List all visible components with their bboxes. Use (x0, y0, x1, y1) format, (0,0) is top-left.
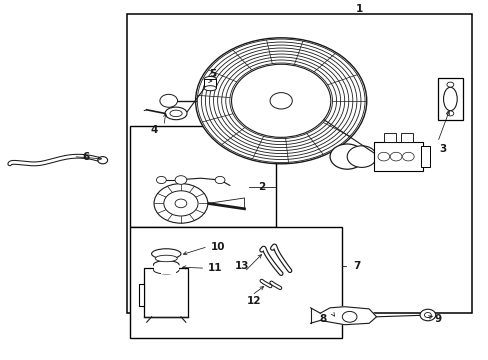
Text: 5: 5 (209, 69, 216, 79)
Text: 2: 2 (258, 182, 264, 192)
Bar (129, 227, 342, 338)
Circle shape (154, 184, 207, 223)
Ellipse shape (155, 255, 177, 262)
Text: 12: 12 (246, 296, 261, 306)
Ellipse shape (169, 110, 182, 117)
Text: 9: 9 (433, 314, 440, 324)
Bar (204, 79, 216, 88)
Text: 13: 13 (234, 261, 249, 271)
Circle shape (215, 176, 224, 184)
Ellipse shape (151, 249, 181, 259)
Bar (129, 126, 276, 227)
Bar (437, 78, 462, 120)
Circle shape (160, 94, 177, 107)
Circle shape (446, 82, 453, 87)
Circle shape (419, 309, 435, 321)
Text: 11: 11 (207, 263, 222, 273)
Text: 1: 1 (355, 4, 362, 14)
Text: 7: 7 (352, 261, 360, 271)
Text: 4: 4 (150, 125, 158, 135)
Ellipse shape (204, 86, 216, 91)
Circle shape (195, 38, 366, 164)
Circle shape (163, 191, 198, 216)
Text: 8: 8 (319, 314, 325, 324)
Bar (127, 14, 471, 313)
Circle shape (98, 157, 107, 164)
Text: 10: 10 (210, 242, 224, 252)
Ellipse shape (153, 261, 179, 269)
Text: 3: 3 (438, 144, 445, 154)
Ellipse shape (164, 107, 186, 120)
Circle shape (175, 176, 186, 184)
Circle shape (389, 152, 401, 161)
Bar (144, 268, 188, 317)
Circle shape (402, 152, 413, 161)
Circle shape (342, 311, 356, 322)
Text: 6: 6 (82, 152, 89, 162)
Bar (153, 265, 179, 270)
Polygon shape (320, 307, 376, 325)
Bar (139, 284, 144, 306)
Bar (161, 264, 176, 274)
Circle shape (377, 152, 389, 161)
Bar (400, 133, 412, 142)
Circle shape (329, 144, 364, 169)
Bar (373, 142, 422, 171)
Circle shape (424, 312, 430, 318)
Ellipse shape (204, 77, 216, 82)
Ellipse shape (443, 87, 456, 111)
Bar (383, 133, 395, 142)
Circle shape (156, 176, 166, 184)
Circle shape (269, 93, 292, 109)
Circle shape (231, 64, 330, 138)
Circle shape (446, 111, 453, 116)
Circle shape (175, 199, 186, 208)
Ellipse shape (153, 266, 179, 274)
Bar (420, 146, 429, 167)
Circle shape (346, 146, 376, 167)
